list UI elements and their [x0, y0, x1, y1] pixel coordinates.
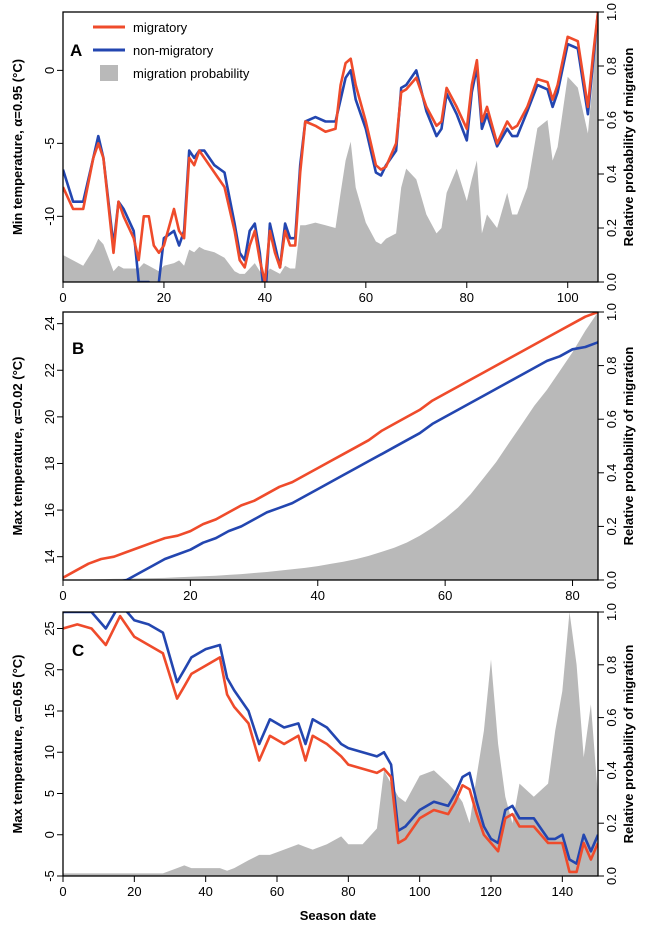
y2-tick-label: 0.0 — [604, 867, 619, 885]
x-tick-label: 40 — [258, 290, 272, 305]
y2-tick-label: 0.6 — [604, 709, 619, 727]
panel-c: 0 20 40 60 80 100 120 140-505101520250.00.20.40… — [10, 603, 636, 899]
y2-axis-title: Relative probability of migration — [621, 645, 636, 844]
y-tick-label: 18 — [42, 456, 57, 470]
panel-letter: A — [70, 41, 82, 60]
y2-tick-label: 0.8 — [604, 57, 619, 75]
y2-tick-label: 0.8 — [604, 357, 619, 375]
series-area-migration-probability — [63, 12, 598, 282]
plot-frame — [62, 311, 599, 581]
y2-axis-title: Relative probability of migration — [621, 347, 636, 546]
series-line-non-migratory — [63, 612, 598, 865]
x-axis-title: Season date — [300, 908, 377, 923]
y-tick-label: 0 — [42, 67, 57, 74]
y-tick-label: 20 — [42, 663, 57, 677]
x-tick-label: 0 — [59, 588, 66, 603]
y-tick-label: 0 — [42, 831, 57, 838]
x-tick-label: 120 — [480, 884, 502, 899]
x-tick-label: 60 — [359, 290, 373, 305]
series-line-migratory — [63, 614, 598, 874]
series-area-migration-probability — [63, 312, 598, 580]
y-tick-label: 16 — [42, 503, 57, 517]
x-tick-label: 80 — [565, 588, 579, 603]
y2-tick-label: 0.6 — [604, 410, 619, 428]
x-tick-label: 20 — [127, 884, 141, 899]
y2-tick-label: 1.0 — [604, 603, 619, 621]
x-tick-label: 140 — [551, 884, 573, 899]
y-axis-title: Min temperature, α=0.95 (°C) — [10, 59, 25, 235]
y-tick-label: 15 — [42, 704, 57, 718]
y2-tick-label: 0.2 — [604, 517, 619, 535]
plot-frame — [62, 611, 599, 877]
x-tick-label: 60 — [270, 884, 284, 899]
y2-tick-label: 0.8 — [604, 656, 619, 674]
y2-tick-label: 0.0 — [604, 571, 619, 589]
legend-label-migration-probability: migration probability — [133, 66, 250, 81]
x-tick-label: 0 — [59, 290, 66, 305]
series-area-migration-probability — [63, 612, 598, 876]
y2-axis-title: Relative probability of migration — [621, 48, 636, 247]
series-line-migratory — [63, 312, 598, 579]
y-tick-label: 25 — [42, 621, 57, 635]
y-tick-label: 10 — [42, 745, 57, 759]
panel-letter: B — [72, 339, 84, 358]
y2-tick-label: 0.4 — [604, 464, 619, 482]
y2-tick-label: 0.2 — [604, 814, 619, 832]
y-tick-label: 14 — [42, 549, 57, 563]
x-tick-label: 80 — [341, 884, 355, 899]
panel-a: 0 20 40 60 80 100 -10 -5 0 0.0 0.2 0.4 0.6 0.8 1.0 Min … — [10, 3, 636, 305]
legend-label-non-migratory: non-migratory — [133, 43, 214, 58]
series-line-non-migratory — [119, 341, 598, 580]
y-tick-label: 20 — [42, 410, 57, 424]
y-tick-label: -5 — [42, 138, 57, 150]
y2-tick-label: 0.6 — [604, 111, 619, 129]
legend: migratory non-migratory migration probab… — [93, 20, 250, 81]
panel-letter: C — [72, 641, 84, 660]
y-axis-title: Max temperature, α=0.65 (°C) — [10, 654, 25, 833]
y2-tick-label: 0.4 — [604, 761, 619, 779]
y-tick-label: -10 — [42, 207, 57, 226]
panel-b: 0 20 40 60 80 14 16 18 20 22 24 0.0 0.2 0.4 0.6 0.8 1.0 M… — [10, 303, 636, 603]
x-tick-label: 0 — [59, 884, 66, 899]
legend-label-migratory: migratory — [133, 20, 188, 35]
y-tick-label: 24 — [42, 316, 57, 330]
x-tick-label: 100 — [557, 290, 579, 305]
series-line-migratory — [63, 12, 598, 282]
y-tick-label: 22 — [42, 363, 57, 377]
y2-tick-label: 1.0 — [604, 3, 619, 21]
legend-swatch-migration-probability — [100, 65, 118, 81]
y-tick-label: 5 — [42, 790, 57, 797]
x-tick-label: 20 — [183, 588, 197, 603]
y2-tick-label: 0.0 — [604, 273, 619, 291]
y2-tick-label: 0.4 — [604, 165, 619, 183]
x-tick-label: 40 — [198, 884, 212, 899]
x-tick-label: 20 — [157, 290, 171, 305]
x-tick-label: 40 — [311, 588, 325, 603]
y2-tick-label: 0.2 — [604, 219, 619, 237]
x-tick-label: 100 — [409, 884, 431, 899]
y-tick-label: -5 — [42, 870, 57, 882]
y-axis-title: Max temperature, α=0.02 (°C) — [10, 356, 25, 535]
plot-frame — [62, 11, 599, 283]
x-tick-label: 80 — [460, 290, 474, 305]
x-tick-label: 60 — [438, 588, 452, 603]
y2-tick-label: 1.0 — [604, 303, 619, 321]
